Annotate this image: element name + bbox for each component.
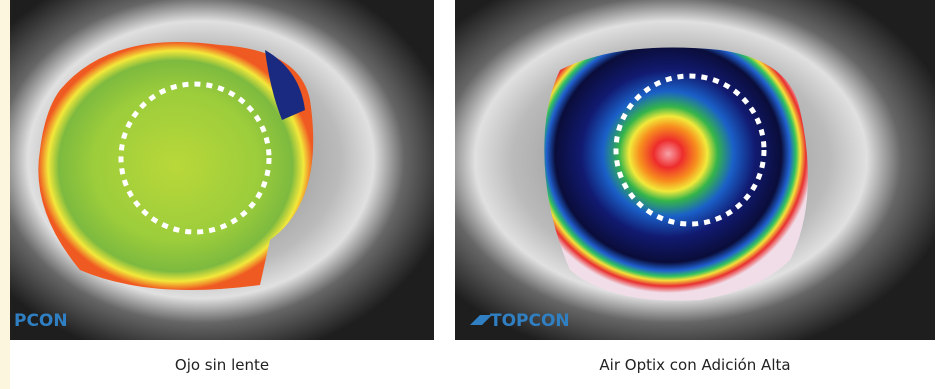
figure: PCON TOPCON Ojo sin lente Air Optix con …: [0, 0, 936, 389]
caption: Air Optix con Adición Alta: [455, 356, 935, 374]
topography-map: [544, 48, 808, 301]
logo: PCON: [14, 311, 68, 331]
side-strip: [0, 0, 10, 389]
logo: TOPCON: [490, 311, 570, 331]
caption: Ojo sin lente: [10, 356, 434, 374]
figure-images: PCON TOPCON: [0, 0, 936, 389]
